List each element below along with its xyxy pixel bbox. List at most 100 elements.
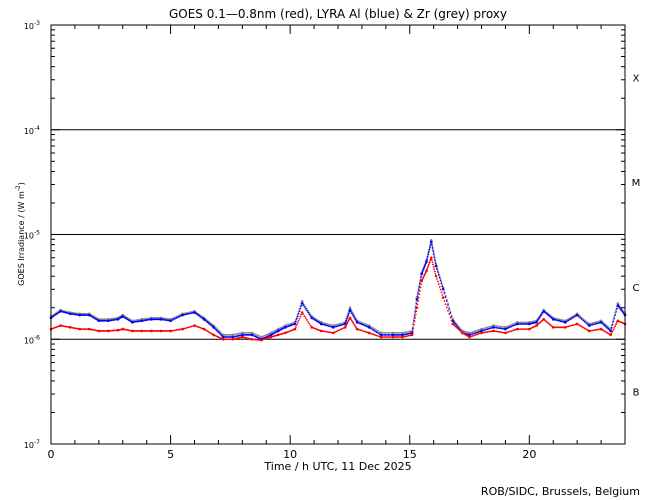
y-tick-base: 10 [24,441,34,450]
data-point [459,329,461,332]
data-point [414,313,417,316]
data-point [307,311,310,314]
data-point [209,323,211,326]
data-point [477,333,480,335]
data-point [585,320,588,323]
data-point [485,331,487,334]
data-point [611,323,614,326]
data-point [384,334,387,336]
data-point [545,312,547,315]
data-point [431,247,434,249]
data-point [513,324,516,327]
data-point [448,308,451,310]
y-tick-exponent: -3 [34,20,40,27]
flare-class-label: X [633,73,640,84]
data-point [522,323,525,325]
data-point [339,322,342,325]
data-point [175,329,178,331]
data-point [443,299,446,302]
data-point [357,322,360,324]
data-point [609,329,612,333]
data-point [440,282,443,285]
data-point [419,281,421,284]
data-point [431,245,434,248]
data-point [297,319,300,322]
data-point [427,253,430,256]
data-point [172,318,175,321]
data-point [438,275,441,277]
data-point [583,327,586,330]
data-point [363,324,366,327]
data-point [546,313,549,316]
data-point [300,300,304,303]
data-point [565,319,568,321]
data-point [374,330,376,333]
data-point [613,317,616,320]
data-point [610,326,613,329]
data-point [483,329,486,331]
data-point [434,274,438,278]
data-point [386,334,388,336]
data-point [187,311,190,314]
data-point [582,317,585,320]
data-point [558,318,561,321]
data-point [417,300,420,302]
data-point [415,310,418,313]
data-point [594,323,597,325]
y-tick-exponent: -7 [34,439,40,446]
data-point [592,323,595,326]
data-point [184,327,187,330]
x-tick-label: 15 [403,448,417,461]
data-point [353,323,356,326]
data-point [348,308,352,312]
data-point [613,326,616,329]
data-point [377,330,379,332]
data-point [441,287,445,291]
data-point [304,317,307,319]
data-point [470,331,472,334]
data-point [586,323,589,326]
data-point [570,316,573,319]
data-point [341,327,344,330]
data-point [436,277,438,280]
data-point [219,333,222,336]
data-point [439,278,442,280]
data-point [386,336,388,338]
data-point [414,317,417,319]
data-point [507,331,510,333]
data-point [350,312,353,315]
data-point [582,326,585,329]
data-point [507,325,510,327]
data-point [489,330,492,333]
data-point [421,271,424,274]
data-point [350,319,353,322]
data-point [610,332,613,335]
data-point [425,269,428,273]
data-point [559,320,562,323]
data-point [519,328,522,330]
data-point [183,312,185,315]
data-point [592,329,595,332]
data-point [375,331,378,333]
data-point [293,322,297,326]
data-point [507,326,510,329]
data-point [476,329,478,332]
data-point [175,315,178,318]
data-point [573,314,576,317]
data-point [338,329,341,332]
data-point [540,314,542,317]
data-point [443,292,446,295]
data-point [485,328,487,331]
data-point [449,312,452,314]
data-point [207,322,210,325]
data-point [362,323,365,326]
data-point [436,268,438,270]
data-point [417,288,420,291]
data-point [615,323,617,326]
data-point [432,248,434,251]
data-point [471,335,474,337]
data-point [559,326,562,329]
y-tick-label: 10-4 [24,125,40,136]
data-point [473,330,475,333]
data-point [555,319,558,321]
